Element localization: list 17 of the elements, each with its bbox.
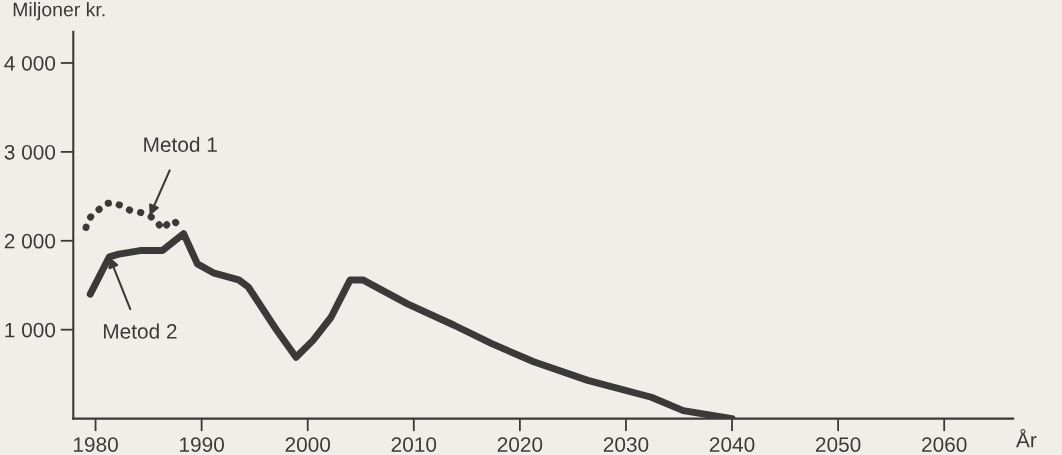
x-tick-label: 1980 <box>73 437 118 452</box>
y-tick-label: 4 000 <box>4 55 56 71</box>
x-tick-label: 2050 <box>815 437 861 452</box>
annotation: Metod 2 <box>103 323 177 339</box>
x-tick-label: 2030 <box>603 437 649 452</box>
x-tick-label: 2060 <box>922 437 967 452</box>
x-axis-title: År <box>1016 428 1037 448</box>
x-tick-label: 2010 <box>391 437 437 452</box>
y-tick-label: 1 000 <box>5 322 56 338</box>
x-tick-label: 2020 <box>497 437 543 452</box>
x-tick-label: 1990 <box>180 437 224 452</box>
y-tick-label: 2 000 <box>4 233 56 249</box>
y-axis-title: Miljoner kr. <box>13 2 105 21</box>
y-tick-label: 3 000 <box>4 144 56 160</box>
x-tick-label: 2040 <box>709 437 755 452</box>
x-tick-label: 2000 <box>285 437 331 452</box>
annotation: Metod 1 <box>144 136 217 153</box>
